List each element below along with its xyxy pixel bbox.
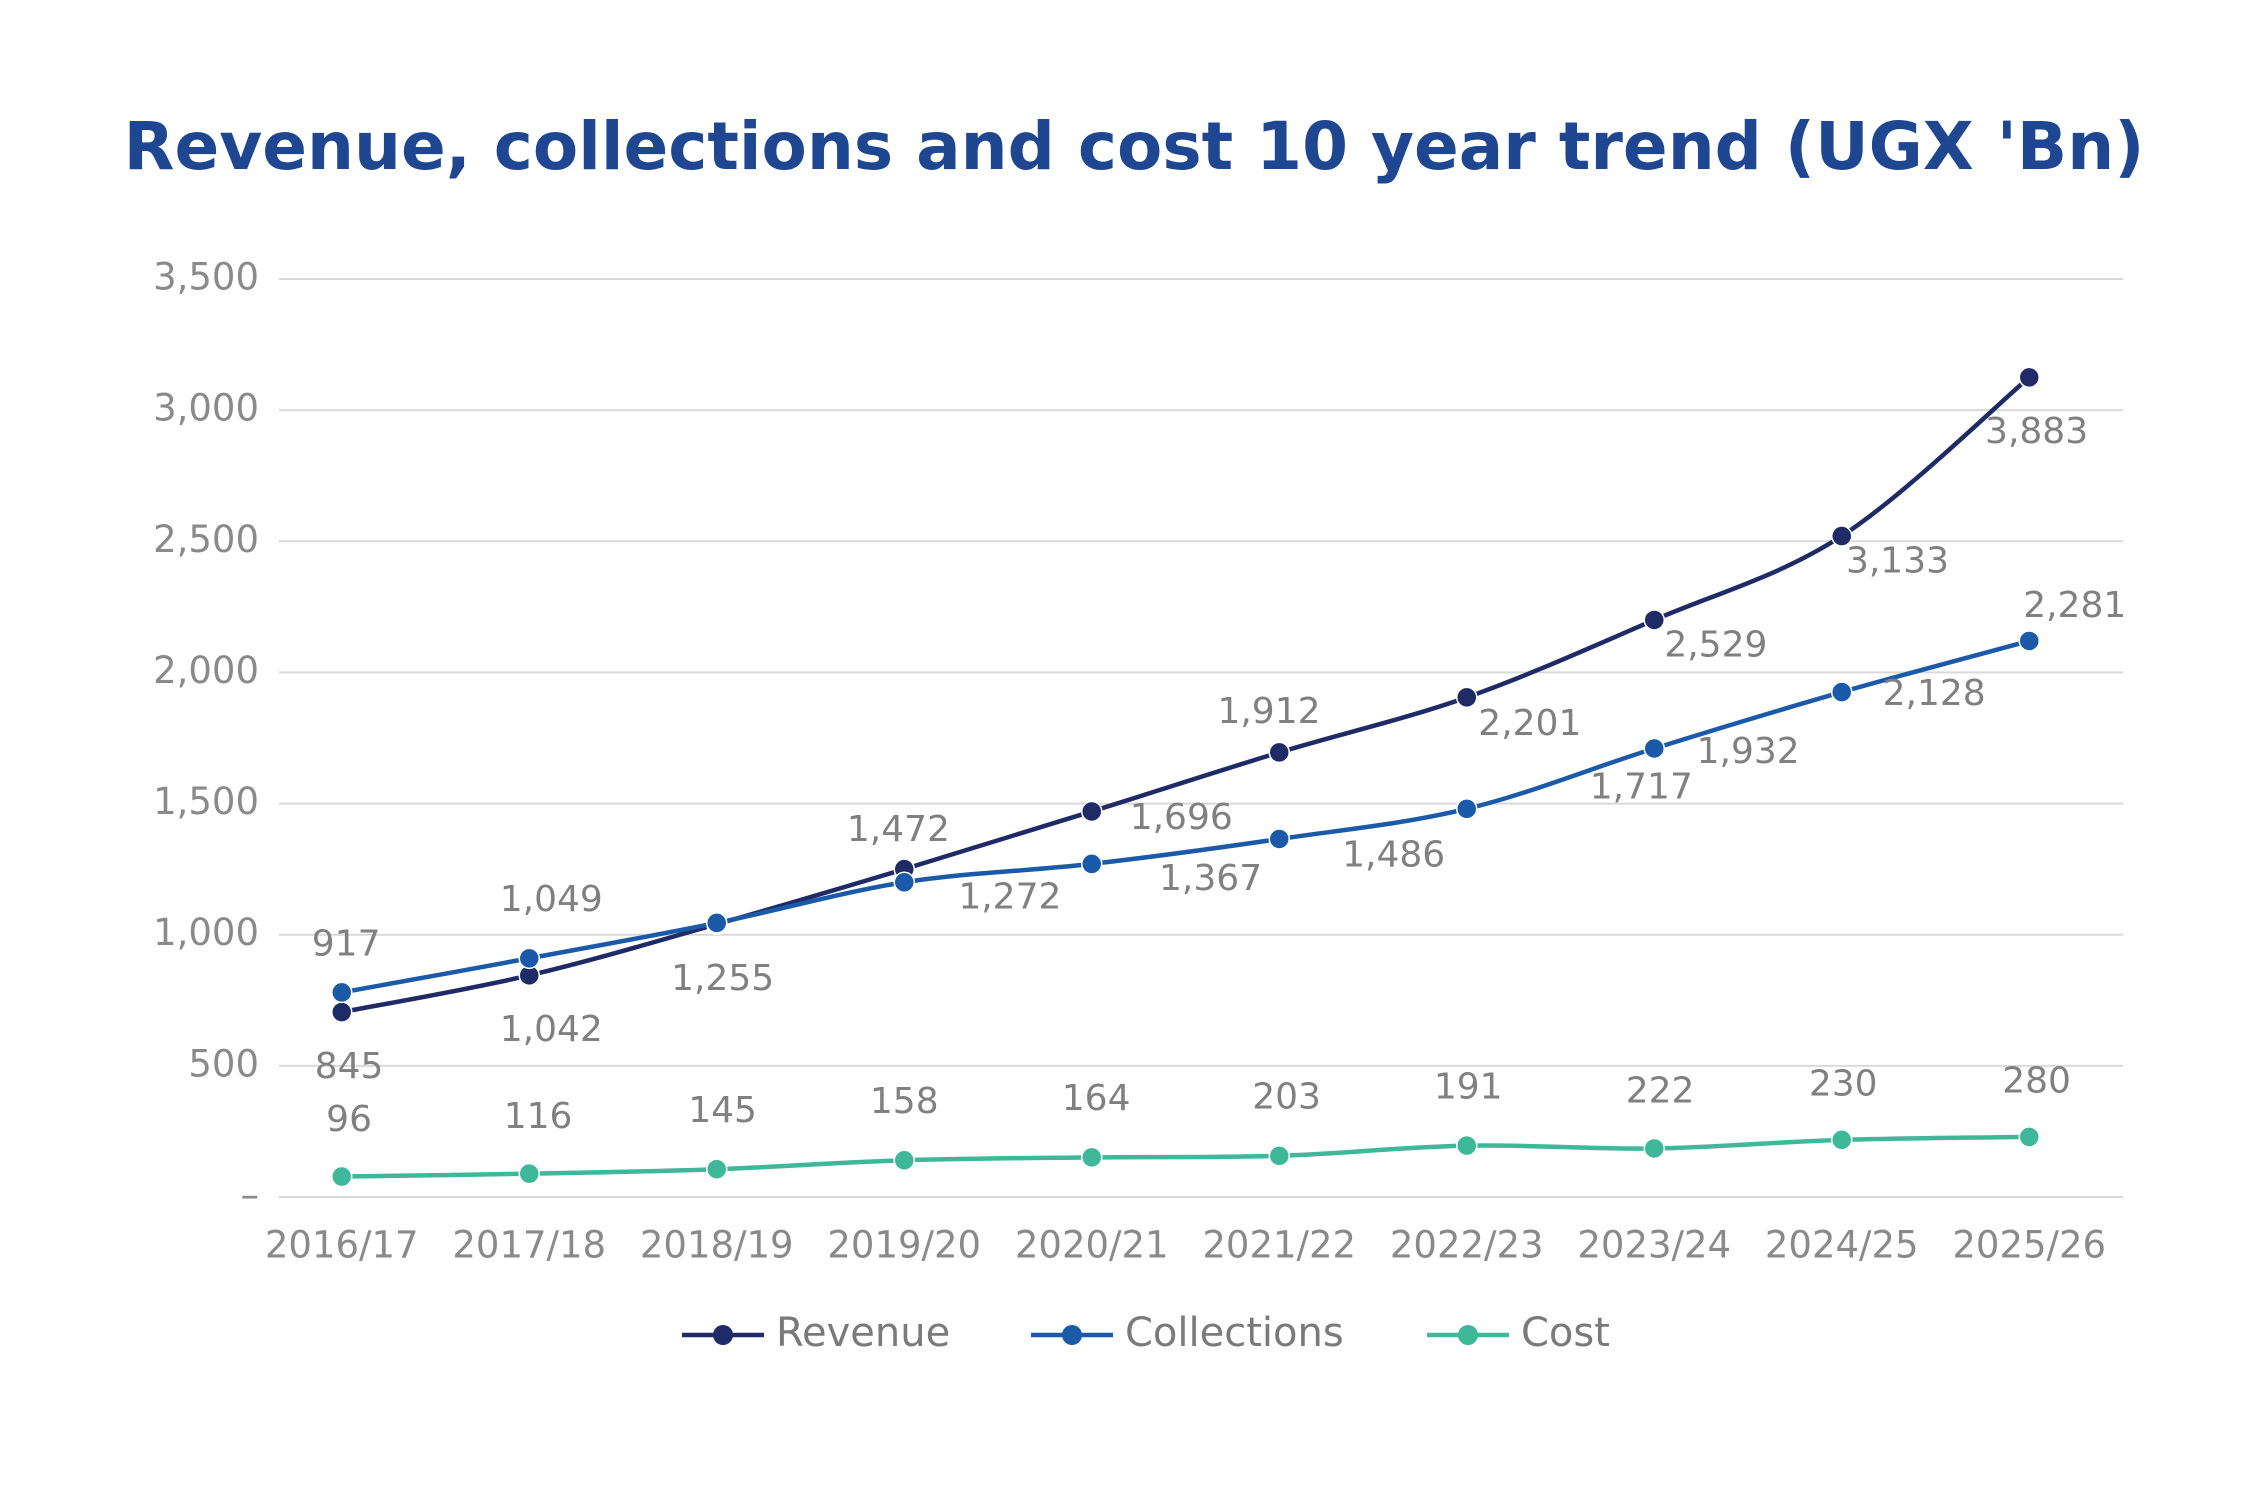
data-point <box>2018 366 2040 389</box>
chart-title: Revenue, collections and cost 10 year tr… <box>124 108 2145 185</box>
x-tick-label: 2020/21 <box>1015 1224 1169 1267</box>
data-label: 1,717 <box>1590 766 1693 807</box>
data-label: 1,472 <box>847 809 950 850</box>
data-point <box>893 1149 915 1172</box>
data-point <box>1268 828 1290 850</box>
y-tick-label: 500 <box>188 1042 259 1085</box>
x-tick-label: 2019/20 <box>827 1224 981 1267</box>
y-tick-label: 2,000 <box>153 649 259 692</box>
legend-label: Collections <box>1125 1310 1344 1356</box>
x-tick-label: 2016/17 <box>265 1224 419 1267</box>
data-label: 2,529 <box>1664 624 1767 665</box>
data-point <box>1268 741 1290 764</box>
data-point <box>1456 1134 1478 1157</box>
data-label: 145 <box>688 1090 757 1131</box>
data-label: 2,201 <box>1478 703 1581 744</box>
data-point <box>1081 853 1103 875</box>
legend-marker <box>1062 1325 1082 1345</box>
data-point <box>518 1162 540 1185</box>
data-label: 2,128 <box>1883 673 1986 714</box>
data-point <box>706 912 728 934</box>
data-label: 164 <box>1062 1078 1131 1119</box>
x-tick-label: 2021/22 <box>1202 1224 1356 1267</box>
data-label: 203 <box>1252 1077 1321 1118</box>
data-point <box>1831 681 1853 703</box>
data-label: 917 <box>312 923 381 964</box>
data-point <box>1643 1137 1665 1160</box>
x-tick-label: 2023/24 <box>1577 1224 1731 1267</box>
x-tick-label: 2025/26 <box>1952 1224 2106 1267</box>
data-point <box>331 1165 353 1188</box>
x-tick-label: 2024/25 <box>1765 1224 1919 1267</box>
data-point <box>1831 525 1853 547</box>
data-label: 96 <box>326 1099 372 1140</box>
data-label: 3,133 <box>1846 540 1949 581</box>
data-point <box>1456 686 1478 709</box>
series-line <box>341 638 2030 995</box>
data-point <box>1643 737 1665 760</box>
y-tick-label: 1,500 <box>153 780 259 823</box>
data-label: 1,272 <box>958 876 1061 917</box>
legend-marker <box>1458 1325 1478 1345</box>
data-label: 1,486 <box>1342 835 1445 876</box>
x-tick-label: 2018/19 <box>640 1224 794 1267</box>
y-tick-label: 2,500 <box>153 518 259 561</box>
data-point <box>518 947 540 970</box>
data-label: 1,367 <box>1159 858 1262 899</box>
data-label: 158 <box>870 1081 939 1122</box>
y-tick-label: 3,500 <box>153 256 259 299</box>
data-label: 2,281 <box>2023 585 2126 626</box>
y-tick-label: 3,000 <box>153 387 259 430</box>
series-line <box>341 375 2031 1015</box>
x-tick-label: 2022/23 <box>1390 1224 1544 1267</box>
data-point <box>331 1001 353 1023</box>
data-point <box>1456 798 1478 820</box>
data-label: 230 <box>1809 1064 1878 1105</box>
series-line <box>341 1134 2030 1179</box>
data-label: 1,255 <box>671 958 774 999</box>
y-tick-label: 1,000 <box>153 911 259 954</box>
legend-label: Cost <box>1521 1310 1610 1356</box>
data-point <box>2018 630 2040 652</box>
y-tick-label: – <box>241 1174 260 1217</box>
data-label: 1,042 <box>500 1009 603 1050</box>
legend-marker <box>713 1325 733 1345</box>
data-label: 116 <box>504 1096 573 1137</box>
data-point <box>893 871 915 894</box>
data-label: 1,912 <box>1217 691 1320 732</box>
data-point <box>1831 1129 1853 1151</box>
x-tick-label: 2017/18 <box>452 1224 606 1267</box>
data-point <box>2018 1126 2040 1148</box>
data-label: 222 <box>1626 1071 1695 1112</box>
data-label: 1,049 <box>500 879 603 920</box>
data-label: 1,932 <box>1697 731 1800 772</box>
data-point <box>1081 800 1103 823</box>
data-label: 1,696 <box>1130 797 1233 838</box>
data-label: 845 <box>315 1046 384 1087</box>
data-point <box>706 1158 728 1180</box>
data-label: 191 <box>1434 1066 1503 1107</box>
data-point <box>1081 1146 1103 1169</box>
data-label: 3,883 <box>1985 411 2088 452</box>
data-point <box>331 981 353 1004</box>
data-label: 280 <box>2002 1061 2071 1102</box>
data-point <box>1643 609 1665 631</box>
legend-label: Revenue <box>776 1310 950 1356</box>
data-point <box>1268 1145 1290 1167</box>
